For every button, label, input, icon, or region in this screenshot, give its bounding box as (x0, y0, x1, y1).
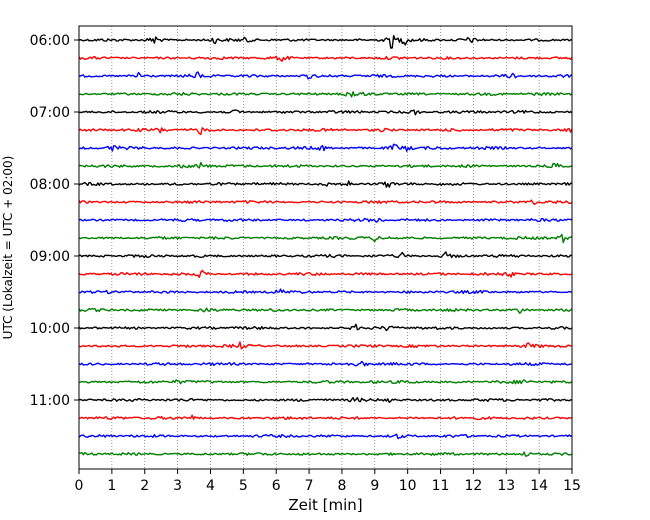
trace-0730 (78, 143, 573, 152)
trace-0700 (78, 109, 573, 116)
x-tick-label-3: 3 (173, 478, 182, 494)
x-tick-label-1: 1 (107, 478, 116, 494)
y-axis-ticks: 06:00 07:00 08:00 09:00 10:00 11:00 (30, 33, 79, 409)
trace-0900 (78, 251, 573, 259)
x-tick-label-2: 2 (140, 478, 149, 494)
grid-lines (111, 26, 540, 469)
trace-0715 (78, 127, 573, 136)
x-tick-label-14: 14 (530, 478, 548, 494)
y-tick-label-2: 08:00 (30, 177, 70, 193)
trace-0930 (78, 288, 573, 295)
x-tick-label-11: 11 (432, 478, 450, 494)
x-tick-label-5: 5 (239, 478, 248, 494)
plot-area-frame (78, 25, 573, 470)
trace-1045 (78, 379, 573, 385)
x-tick-label-10: 10 (399, 478, 417, 494)
y-tick-label-5: 11:00 (30, 393, 70, 409)
trace-0615 (78, 55, 573, 62)
trace-0945 (78, 307, 573, 314)
trace-1130 (78, 433, 573, 440)
x-tick-label-9: 9 (370, 478, 379, 494)
x-tick-label-15: 15 (563, 478, 581, 494)
x-tick-label-6: 6 (272, 478, 281, 494)
trace-0915 (78, 269, 573, 279)
x-tick-label-7: 7 (305, 478, 314, 494)
trace-0745 (78, 161, 573, 169)
y-tick-label-0: 06:00 (30, 33, 70, 49)
x-tick-label-13: 13 (497, 478, 515, 494)
trace-1100 (78, 396, 573, 404)
trace-1115 (78, 414, 573, 421)
x-tick-label-0: 0 (75, 478, 84, 494)
trace-1145 (78, 451, 573, 457)
trace-0815 (78, 199, 573, 206)
y-tick-label-3: 09:00 (30, 249, 70, 265)
trace-0800 (78, 180, 573, 188)
trace-1015 (78, 341, 573, 350)
y-axis-label: UTC (Lokalzeit = UTC + 02:00) (1, 156, 15, 340)
x-axis-ticks: 0 1 2 3 4 5 6 7 8 9 10 11 12 13 14 15 (75, 469, 581, 494)
trace-1000 (78, 323, 573, 332)
y-tick-label-4: 10:00 (30, 321, 70, 337)
x-tick-label-4: 4 (206, 478, 215, 494)
trace-0630 (78, 71, 573, 80)
x-axis-label: Zeit [min] (288, 496, 362, 514)
trace-0645 (78, 91, 573, 98)
trace-0830 (78, 217, 573, 223)
trace-1030 (78, 360, 573, 367)
x-tick-label-8: 8 (337, 478, 346, 494)
seismic-traces (78, 34, 573, 457)
y-tick-label-1: 07:00 (30, 105, 70, 121)
x-tick-label-12: 12 (464, 478, 482, 494)
trace-0845 (78, 233, 573, 244)
trace-0600 (78, 34, 573, 49)
